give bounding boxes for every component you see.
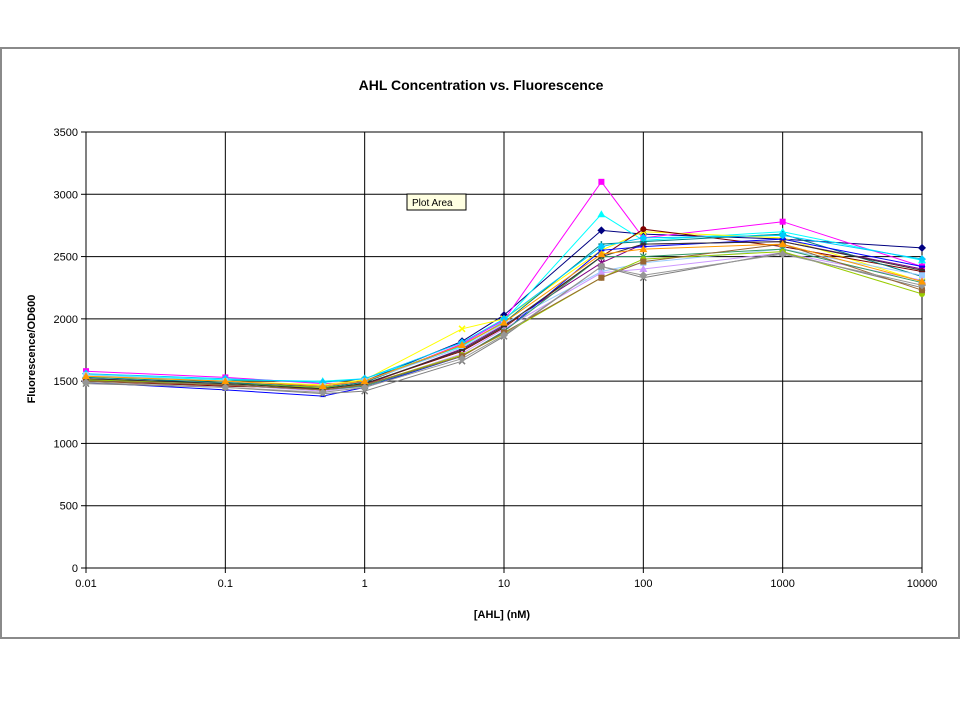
data-point[interactable] — [360, 383, 369, 392]
data-point[interactable] — [597, 268, 606, 276]
data-point[interactable] — [458, 325, 466, 333]
data-point[interactable] — [918, 243, 926, 252]
data-point[interactable] — [919, 272, 925, 279]
data-point[interactable] — [919, 287, 925, 294]
grid — [81, 131, 923, 573]
data-point[interactable] — [318, 382, 327, 390]
y-axis-title: Fluorescence/OD600 — [26, 295, 38, 404]
x-tick-label: 1000 — [770, 578, 794, 590]
x-tick-label: 10 — [498, 578, 510, 590]
y-tick-label: 1500 — [54, 376, 78, 388]
data-point[interactable] — [639, 245, 648, 253]
data-point[interactable] — [918, 281, 926, 290]
y-tick-label: 3500 — [54, 127, 78, 139]
x-tick-labels: 0.01 0.1 1 10 100 1000 10000 — [75, 578, 937, 590]
data-point[interactable] — [640, 226, 647, 233]
data-point[interactable] — [778, 231, 787, 240]
data-point[interactable] — [639, 265, 648, 273]
data-point[interactable] — [597, 242, 606, 251]
data-point[interactable] — [598, 274, 605, 281]
y-tick-label: 500 — [60, 501, 78, 513]
plot-area-tooltip: Plot Area — [406, 193, 467, 211]
data-point[interactable] — [82, 372, 90, 380]
data-point[interactable] — [597, 226, 606, 235]
data-point[interactable] — [598, 178, 605, 185]
data-point[interactable] — [459, 349, 466, 351]
tooltip-text: Plot Area — [412, 198, 453, 209]
data-point[interactable] — [918, 277, 926, 285]
series-line — [85, 253, 923, 393]
chart-svg: AHL Concentration vs. Fluorescence 0.01 0… — [26, 77, 937, 621]
data-point[interactable] — [500, 331, 508, 340]
series-line — [85, 241, 923, 390]
data-point[interactable] — [221, 383, 230, 392]
data-point[interactable] — [919, 265, 925, 268]
data-point[interactable] — [597, 262, 606, 271]
data-point[interactable] — [221, 377, 230, 385]
y-tick-labels: 0 500 1000 1500 2000 2500 3000 3500 — [54, 127, 78, 575]
data-point[interactable] — [779, 218, 786, 225]
chart-title: AHL Concentration vs. Fluorescence — [359, 77, 604, 93]
data-point[interactable] — [82, 378, 90, 387]
data-point[interactable] — [500, 318, 508, 326]
data-point[interactable] — [778, 250, 787, 259]
x-tick-label: 0.01 — [75, 578, 96, 590]
data-point[interactable] — [778, 240, 787, 248]
y-tick-label: 0 — [72, 563, 78, 575]
data-point[interactable] — [501, 325, 507, 328]
data-point[interactable] — [919, 269, 925, 272]
data-point[interactable] — [640, 243, 647, 246]
data-point[interactable] — [640, 258, 647, 265]
data-point[interactable] — [918, 255, 926, 264]
data-point[interactable] — [458, 341, 467, 349]
series-line — [85, 252, 923, 395]
series-18 — [82, 240, 926, 390]
series-17 — [82, 250, 926, 397]
x-tick-label: 100 — [634, 578, 652, 590]
x-tick-label: 10000 — [907, 578, 938, 590]
series-line — [85, 243, 923, 391]
data-point[interactable] — [318, 388, 327, 397]
data-point[interactable] — [360, 377, 369, 385]
plot-area[interactable] — [85, 131, 923, 569]
x-axis-title: [AHL] (nM) — [474, 609, 531, 621]
chart-frame: AHL Concentration vs. Fluorescence 0.01 0… — [0, 47, 960, 639]
series-line — [85, 243, 923, 387]
series-line — [85, 252, 923, 392]
series-line — [85, 234, 923, 383]
y-tick-label: 1000 — [54, 438, 78, 450]
data-point[interactable] — [639, 271, 648, 280]
series-line — [85, 231, 923, 386]
data-point[interactable] — [639, 233, 648, 242]
x-tick-label: 1 — [362, 578, 368, 590]
series-layer — [82, 178, 926, 398]
data-point[interactable] — [597, 210, 606, 218]
x-tick-label: 0.1 — [218, 578, 233, 590]
data-point[interactable] — [458, 354, 467, 363]
data-point[interactable] — [597, 250, 606, 258]
y-tick-label: 3000 — [54, 189, 78, 201]
y-tick-label: 2000 — [54, 314, 78, 326]
y-tick-label: 2500 — [54, 252, 78, 264]
tooltip-box — [406, 193, 467, 211]
